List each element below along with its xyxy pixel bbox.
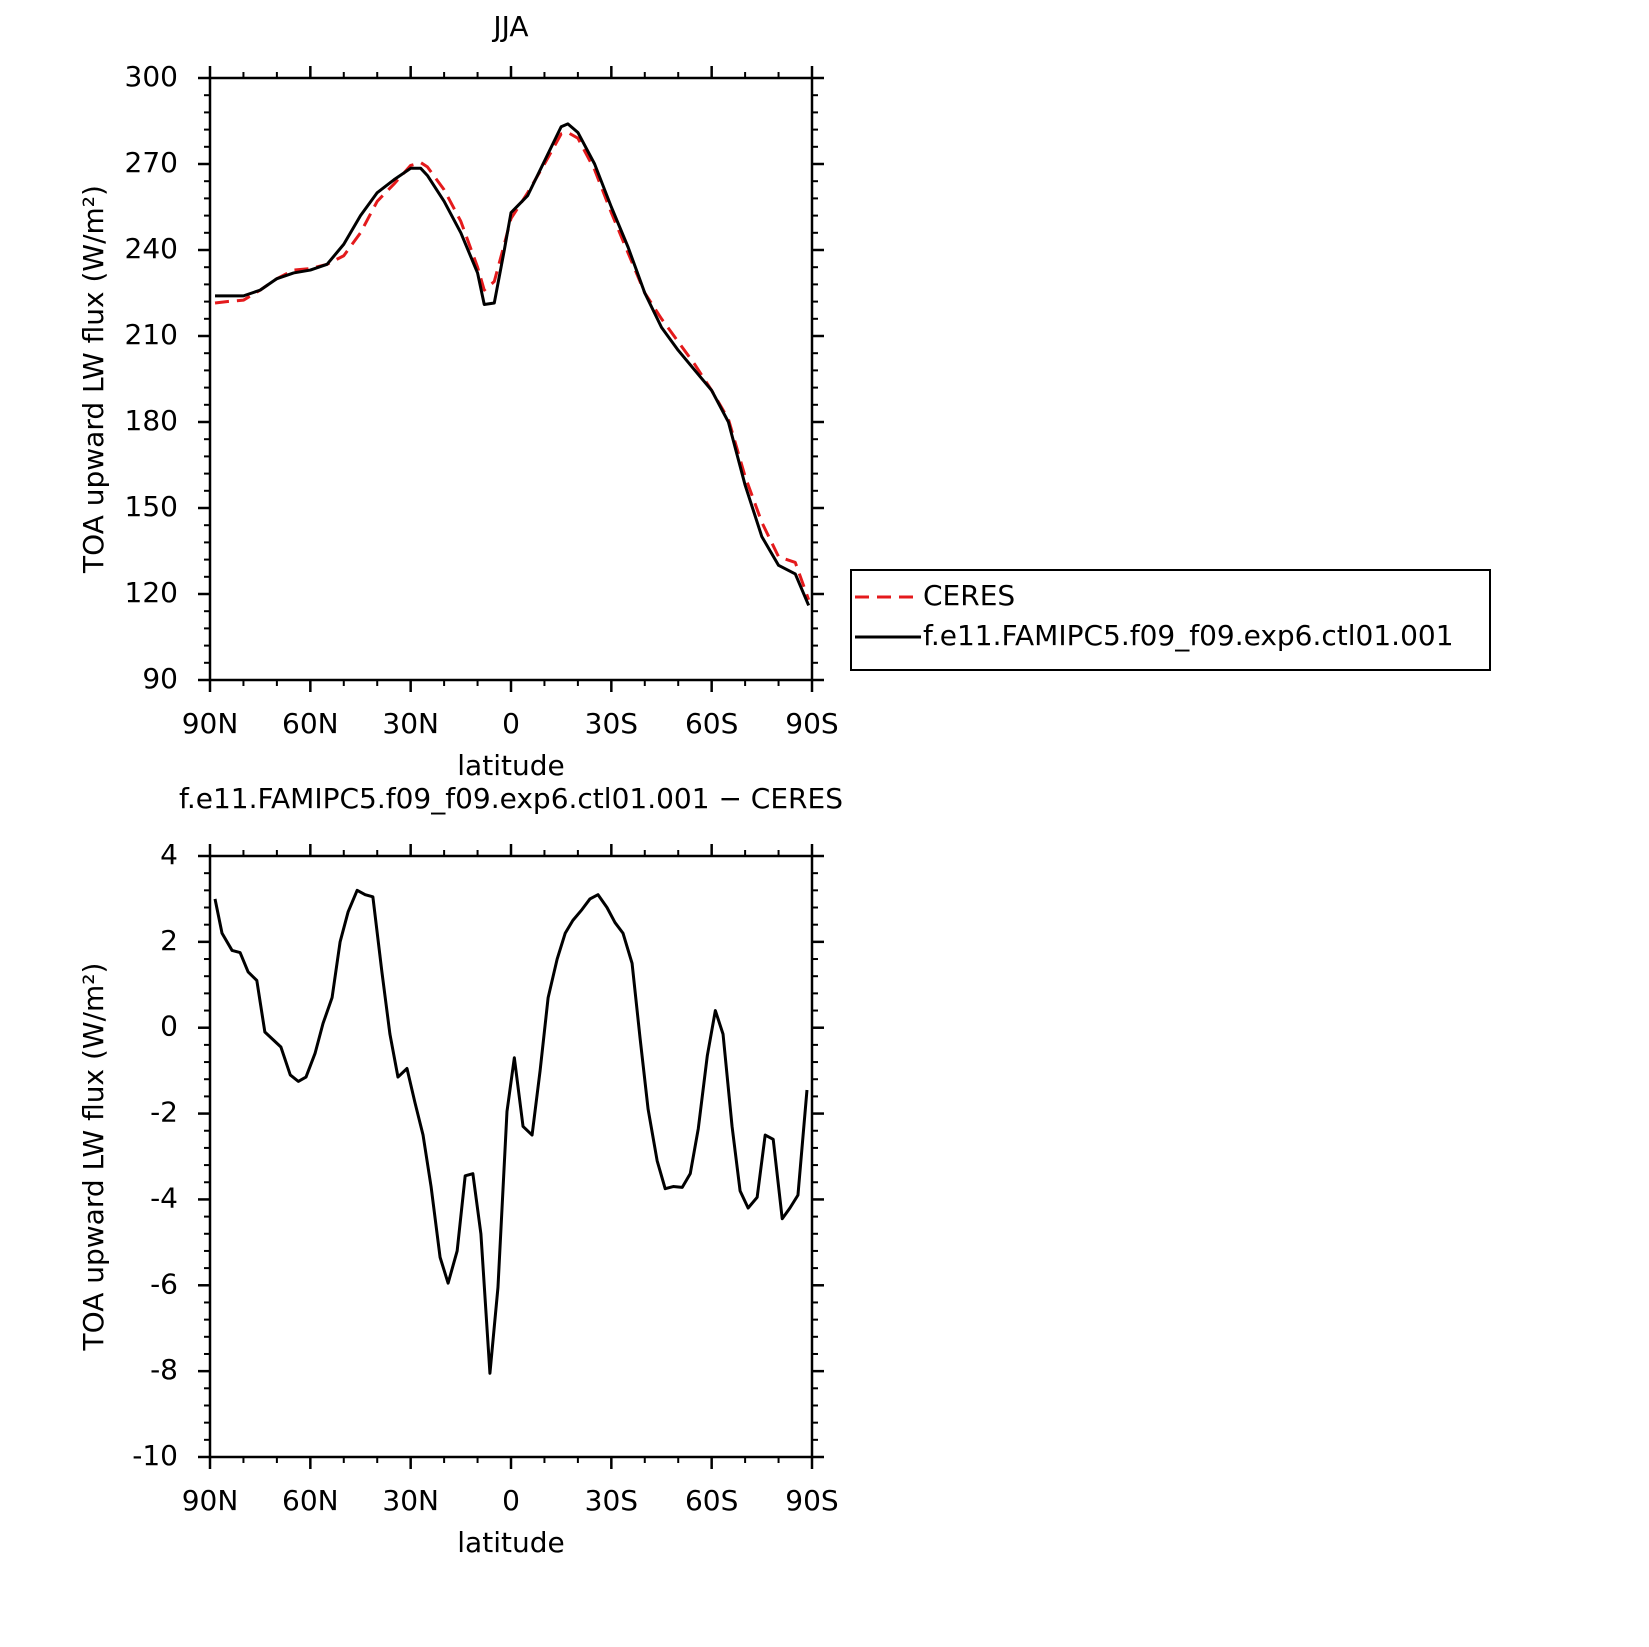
y-tick-label: 240 (125, 232, 178, 265)
y-tick-label: -6 (150, 1267, 178, 1300)
y-tick-label: 120 (125, 576, 178, 609)
plot-frame (208, 76, 814, 682)
legend-box (850, 569, 1491, 671)
x-axis-label: latitude (457, 749, 564, 782)
series-line (213, 888, 809, 1375)
x-axis-label: latitude (457, 1526, 564, 1559)
y-tick-label: -4 (150, 1181, 178, 1214)
y-tick-label: 180 (125, 404, 178, 437)
y-tick-label: -8 (150, 1353, 178, 1386)
x-tick-label: 90N (182, 707, 239, 740)
y-tick-label: 4 (160, 838, 178, 871)
y-tick-label: 300 (125, 60, 178, 93)
x-tick-label: 0 (502, 1484, 520, 1517)
x-tick-label: 60S (685, 707, 738, 740)
x-tick-label: 90S (785, 707, 838, 740)
y-axis-label: TOA upward LW flux (W/m²) (77, 963, 110, 1352)
legend-label: f.e11.FAMIPC5.f09_f09.exp6.ctl01.001 (923, 619, 1454, 652)
x-tick-label: 30N (382, 1484, 439, 1517)
y-tick-label: 0 (160, 1010, 178, 1043)
x-tick-label: 30S (585, 1484, 638, 1517)
y-tick-label: -2 (150, 1096, 178, 1129)
x-tick-label: 90N (182, 1484, 239, 1517)
y-tick-label: -10 (132, 1439, 178, 1472)
x-tick-label: 60N (282, 707, 339, 740)
y-tick-label: 150 (125, 490, 178, 523)
chart-title: JJA (491, 10, 528, 43)
x-tick-label: 30N (382, 707, 439, 740)
y-axis-label: TOA upward LW flux (W/m²) (77, 185, 110, 574)
x-tick-label: 30S (585, 707, 638, 740)
legend-label: CERES (923, 579, 1015, 612)
y-tick-label: 2 (160, 924, 178, 957)
chart-title: f.e11.FAMIPC5.f09_f09.exp6.ctl01.001 − C… (179, 782, 843, 815)
x-tick-label: 0 (502, 707, 520, 740)
series-line (215, 122, 811, 607)
y-tick-label: 270 (125, 146, 178, 179)
y-tick-label: 90 (142, 662, 178, 695)
x-tick-label: 60N (282, 1484, 339, 1517)
y-tick-label: 210 (125, 318, 178, 351)
x-tick-label: 90S (785, 1484, 838, 1517)
x-tick-label: 60S (685, 1484, 738, 1517)
series-line (214, 130, 811, 601)
plot-frame (208, 854, 814, 1459)
